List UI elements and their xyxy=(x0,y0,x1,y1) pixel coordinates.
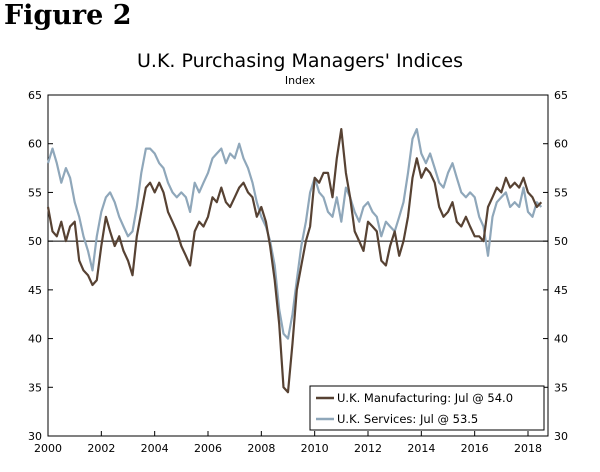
y-tick-label-right: 65 xyxy=(554,89,568,102)
y-tick-label-right: 45 xyxy=(554,284,568,297)
y-tick-label-left: 45 xyxy=(28,284,42,297)
x-tick-label: 2000 xyxy=(34,442,62,455)
x-tick-label: 2012 xyxy=(354,442,382,455)
x-tick-label: 2010 xyxy=(301,442,329,455)
y-tick-label-left: 35 xyxy=(28,381,42,394)
y-tick-label-left: 55 xyxy=(28,186,42,199)
y-tick-label-left: 40 xyxy=(28,333,42,346)
x-tick-label: 2006 xyxy=(194,442,222,455)
y-tick-label-left: 60 xyxy=(28,138,42,151)
y-tick-label-left: 65 xyxy=(28,89,42,102)
x-tick-label: 2004 xyxy=(141,442,169,455)
y-tick-label-right: 40 xyxy=(554,333,568,346)
x-tick-label: 2008 xyxy=(247,442,275,455)
y-tick-label-right: 30 xyxy=(554,430,568,443)
x-tick-label: 2014 xyxy=(407,442,435,455)
y-tick-label-right: 60 xyxy=(554,138,568,151)
legend-label-services: U.K. Services: Jul @ 53.5 xyxy=(337,412,478,426)
figure-label: Figure 2 xyxy=(4,0,132,31)
plot-area-frame xyxy=(47,94,549,437)
y-tick-label-right: 55 xyxy=(554,186,568,199)
series-line-manufacturing xyxy=(46,128,543,394)
chart-title: U.K. Purchasing Managers' Indices xyxy=(137,50,463,72)
y-tick-label-right: 35 xyxy=(554,381,568,394)
chart-subtitle: Index xyxy=(285,74,316,87)
legend-box xyxy=(309,385,545,431)
x-tick-label: 2018 xyxy=(514,442,542,455)
series-line-services xyxy=(46,128,543,340)
legend: U.K. Manufacturing: Jul @ 54.0 U.K. Serv… xyxy=(309,385,545,431)
y-tick-label-left: 50 xyxy=(28,235,42,248)
y-tick-label-right: 50 xyxy=(554,235,568,248)
legend-label-manufacturing: U.K. Manufacturing: Jul @ 54.0 xyxy=(337,391,513,405)
x-tick-label: 2016 xyxy=(461,442,489,455)
axis-ticks: 30 30 35 35 40 40 45 45 50 50 55 55 60 60 65 65 2000 2002… xyxy=(28,89,568,455)
series-lines xyxy=(46,128,543,394)
x-tick-label: 2002 xyxy=(87,442,115,455)
y-tick-label-left: 30 xyxy=(28,430,42,443)
